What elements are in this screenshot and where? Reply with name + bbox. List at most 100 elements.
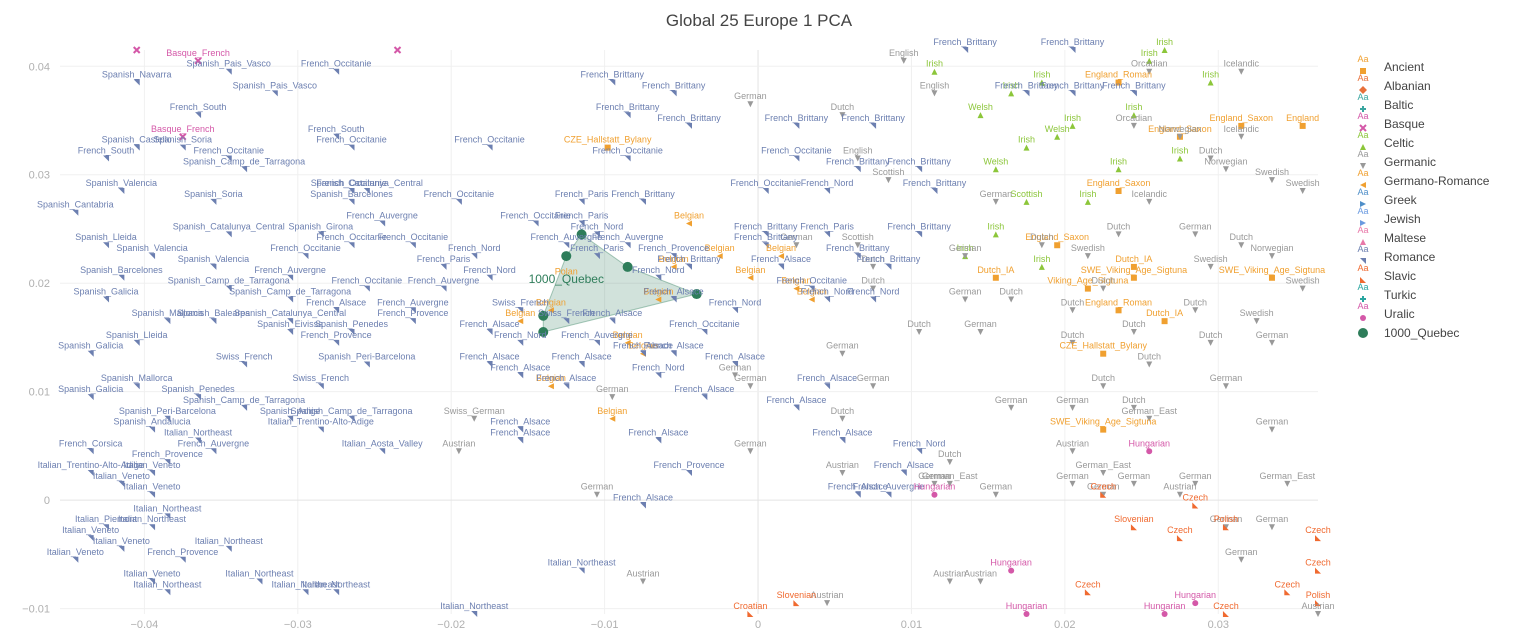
- point-label: Swiss_French: [216, 352, 273, 362]
- point-label: Spanish_Camp_de_Tarragona: [290, 406, 412, 416]
- data-point: [561, 251, 572, 262]
- point-label: Swedish: [1240, 308, 1274, 318]
- point-label: German: [1256, 417, 1289, 427]
- series-romance: [72, 47, 1137, 617]
- data-point: [609, 394, 616, 401]
- legend-label: Baltic: [1384, 98, 1413, 112]
- point-label: Czech: [1090, 482, 1116, 492]
- point-label: French_Provence: [638, 243, 709, 253]
- data-point: [179, 556, 186, 563]
- data-point: [732, 372, 739, 379]
- point-label: Czech: [1075, 579, 1101, 589]
- legend-item-uralic[interactable]: Aa Uralic: [1357, 301, 1415, 321]
- point-label: French_Auvergne: [254, 265, 326, 275]
- legend-item-celtic[interactable]: Aa Celtic: [1357, 130, 1414, 150]
- point-label: Dutch: [1230, 232, 1254, 242]
- point-label: Dutch: [1199, 145, 1223, 155]
- legend-item-ancient[interactable]: Aa Ancient: [1357, 54, 1425, 74]
- point-label: French_South: [308, 124, 365, 134]
- legend-symbol-text: Aa: [1357, 301, 1368, 311]
- point-label: CZE_Hallstatt_Bylany: [1059, 341, 1147, 351]
- point-label: Italian_Northeast: [195, 536, 264, 546]
- data-point: [1161, 47, 1168, 53]
- data-point: [532, 220, 539, 227]
- point-label: French_Brittany: [887, 156, 951, 166]
- data-point: [333, 68, 340, 75]
- point-label: England_Saxon: [1025, 232, 1089, 242]
- legend-item-slavic[interactable]: Aa Slavic: [1357, 263, 1416, 283]
- data-point: [992, 198, 999, 205]
- data-point: [87, 448, 94, 455]
- point-label: Irish: [1141, 48, 1158, 58]
- data-point: [133, 79, 140, 86]
- point-label: Spanish_Valencia: [178, 254, 249, 264]
- data-point: [1222, 166, 1229, 173]
- point-label: French_Nord: [801, 178, 854, 188]
- point-label: Norwegian: [1204, 156, 1247, 166]
- legend-item-albanian[interactable]: Aa Albanian: [1357, 73, 1431, 94]
- legend-item-greek[interactable]: Aa Greek: [1357, 187, 1418, 207]
- data-point: [747, 101, 754, 108]
- point-label: Spanish_Catalunya_Central: [311, 178, 423, 188]
- point-label: Irish: [987, 221, 1004, 231]
- legend[interactable]: Aa Ancient Aa Albanian Aa Baltic Aa Basque Aa Cel…: [1357, 54, 1489, 340]
- point-label: Swiss_French: [492, 297, 549, 307]
- data-point: [287, 318, 294, 325]
- legend-item-turkic[interactable]: Aa Turkic: [1357, 282, 1416, 302]
- data-point: [1192, 480, 1199, 487]
- data-point: [701, 329, 708, 335]
- legend-marker: [1360, 239, 1366, 245]
- point-label: German: [949, 286, 982, 296]
- annotation-label: 1000_Quebec: [529, 272, 604, 286]
- data-point: [992, 274, 999, 281]
- data-point: [210, 318, 217, 325]
- point-label: French_Brittany: [995, 80, 1059, 90]
- data-point: [1130, 404, 1137, 411]
- legend-symbol-text: Aa: [1357, 130, 1368, 140]
- legend-item-maltese[interactable]: Aa Maltese: [1357, 225, 1426, 245]
- data-point: [1130, 524, 1137, 531]
- point-label: French_Alsace: [674, 384, 734, 394]
- data-point: [87, 470, 94, 476]
- legend-label: 1000_Quebec: [1384, 326, 1459, 340]
- legend-item-1000-quebec[interactable]: 1000_Quebec: [1358, 326, 1459, 340]
- point-label: Belgian: [597, 406, 627, 416]
- legend-item-romance[interactable]: Aa Romance: [1357, 244, 1436, 264]
- legend-item-basque[interactable]: Aa Basque: [1357, 111, 1425, 132]
- data-point: [149, 578, 156, 585]
- point-label: Spanish_Peri-Barcelona: [119, 406, 216, 416]
- data-point: [256, 578, 263, 585]
- point-label: French_Brittany: [657, 254, 721, 264]
- point-label: Hungarian: [914, 482, 956, 492]
- data-point: [1207, 339, 1214, 346]
- data-point: [1084, 253, 1091, 260]
- point-label: French_Brittany: [826, 156, 890, 166]
- data-point: [87, 350, 94, 357]
- point-label: Czech: [1275, 579, 1301, 589]
- legend-label: Basque: [1384, 117, 1425, 131]
- point-label: French_Occitanie: [669, 319, 740, 329]
- data-point: [578, 220, 585, 227]
- point-label: French_Provence: [377, 308, 448, 318]
- data-point: [195, 394, 202, 401]
- point-label: England_Roman: [1085, 297, 1152, 307]
- legend-symbol-text: Aa: [1357, 225, 1368, 235]
- point-label: Dutch: [999, 286, 1023, 296]
- data-point: [103, 155, 110, 162]
- legend-item-baltic[interactable]: Aa Baltic: [1357, 92, 1413, 112]
- legend-item-jewish[interactable]: Aa Jewish: [1357, 206, 1421, 226]
- legend-item-germanic[interactable]: Aa Germanic: [1357, 149, 1436, 169]
- point-label: Welsh: [1045, 124, 1070, 134]
- point-label: French_South: [78, 145, 135, 155]
- point-label: Hungarian: [1006, 601, 1048, 611]
- point-label: French_Alsace: [766, 395, 826, 405]
- point-label: Dutch: [1091, 276, 1115, 286]
- point-label: German: [1210, 373, 1243, 383]
- point-label: French_Occitanie: [730, 178, 801, 188]
- legend-item-germano-romance[interactable]: Aa Germano-Romance: [1357, 168, 1490, 188]
- data-point: [379, 220, 386, 227]
- point-label: Spanish_Pais_Vasco: [187, 59, 271, 69]
- point-label: Spanish_Mallorca: [132, 308, 204, 318]
- data-point: [164, 589, 171, 596]
- data-point: [1069, 47, 1076, 53]
